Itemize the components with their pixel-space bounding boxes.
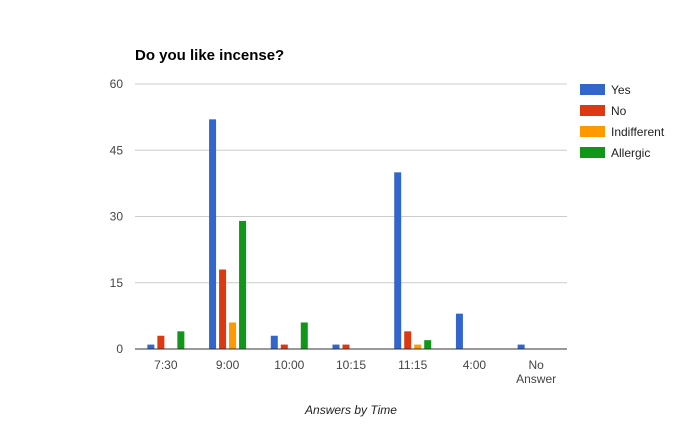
- bar-no: [157, 335, 165, 349]
- y-tick-label: 0: [116, 342, 123, 356]
- bar-allergic: [424, 340, 432, 349]
- y-axis-ticks: 0 15 30 45 60: [110, 77, 124, 356]
- x-tick-label: 9:00: [216, 358, 240, 372]
- legend-item: Allergic: [580, 146, 650, 160]
- bar-yes: [270, 335, 278, 349]
- y-tick-label: 30: [110, 210, 124, 224]
- x-tick-label: 7:30: [154, 358, 178, 372]
- legend-label: Yes: [611, 83, 631, 97]
- y-tick-label: 15: [110, 276, 124, 290]
- gridlines: [135, 83, 567, 284]
- bar-allergic: [300, 322, 308, 349]
- bar-no: [219, 269, 227, 349]
- legend-swatch: [580, 126, 605, 137]
- bars: [147, 119, 525, 349]
- bar-yes: [394, 172, 402, 349]
- bar-yes: [147, 344, 155, 349]
- x-tick-label: 4:00: [463, 358, 487, 372]
- x-axis-ticks: 7:30 9:00 10:00 10:15 11:15 4:00 No Answer: [154, 358, 556, 386]
- legend-swatch: [580, 105, 605, 116]
- y-tick-label: 45: [110, 143, 124, 157]
- legend-label: Allergic: [611, 146, 650, 160]
- bar-yes: [517, 344, 525, 349]
- bar-indifferent: [414, 344, 422, 349]
- legend-item: Indifferent: [580, 125, 665, 139]
- bar-allergic: [177, 331, 185, 349]
- y-tick-label: 60: [110, 77, 124, 91]
- legend-swatch: [580, 84, 605, 95]
- legend-label: No: [611, 104, 627, 118]
- legend-item: Yes: [580, 83, 631, 97]
- legend-swatch: [580, 147, 605, 158]
- legend-item: No: [580, 104, 627, 118]
- bar-no: [342, 344, 350, 349]
- x-tick-label: No Answer: [516, 358, 556, 386]
- legend: Yes No Indifferent Allergic: [580, 83, 665, 160]
- bar-yes: [332, 344, 340, 349]
- bar-allergic: [239, 220, 247, 349]
- x-tick-label: 10:15: [336, 358, 366, 372]
- chart-title: Do you like incense?: [135, 47, 284, 64]
- x-axis-label: Answers by Time: [304, 403, 397, 417]
- bar-indifferent: [229, 322, 237, 349]
- x-tick-label: 11:15: [398, 358, 427, 372]
- bar-no: [404, 331, 412, 349]
- legend-label: Indifferent: [611, 125, 665, 139]
- bar-no: [280, 344, 288, 349]
- x-tick-label: 10:00: [274, 358, 304, 372]
- bar-yes: [455, 313, 463, 349]
- bar-yes: [209, 119, 217, 349]
